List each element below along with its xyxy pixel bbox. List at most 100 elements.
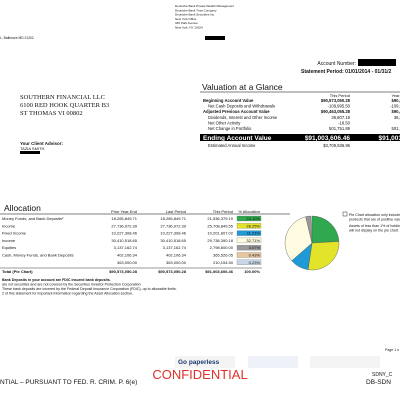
ending-value: $91,003,606.46 (305, 135, 351, 142)
ending-value: $91,003 (379, 135, 400, 142)
bank-line: Deutsche Bank Trust Company (175, 8, 217, 12)
logo-box (310, 356, 380, 368)
address-line: SOUTHERN FINANCIAL LLC (20, 94, 105, 101)
value: 27,736,972.39 (160, 223, 186, 228)
redaction (358, 59, 396, 66)
row-label: Net Cash Deposits and Withdrawals (208, 104, 275, 109)
pie-slice (305, 215, 313, 244)
pie-note: Assets of less than 1% of holdings (349, 224, 400, 228)
value: -109,9 (390, 104, 400, 109)
value: 0.23% (249, 260, 261, 265)
value: 28.25% (246, 223, 260, 228)
pie-chart (284, 215, 340, 271)
row-label: Net Change in Portfolio (208, 126, 252, 131)
value: 30,410,518.65 (160, 238, 186, 243)
bank-line: Deutsche Bank Securities Inc. (175, 13, 215, 17)
bank-line: 345 Park Avenue (175, 21, 198, 25)
swatch (236, 245, 262, 251)
total: $90,573,050.28 (158, 269, 187, 274)
value: $3,709,636.95 (323, 143, 350, 148)
pie-note: products that are of positive value. (349, 218, 400, 222)
footnote: Bank Deposits in your account are FDIC i… (2, 278, 111, 282)
swatch (236, 223, 262, 229)
row-label: Cash, Money Funds, and Bank Deposits (2, 253, 74, 258)
sender-address: L, Baltimore MD 21202 (0, 36, 34, 40)
pie-note: Pie Chart allocation only includes (349, 213, 400, 217)
page-number: Page 1 o (385, 348, 399, 352)
pie-slice (284, 216, 313, 262)
legend-box (342, 211, 348, 217)
value: 0.43% (249, 253, 261, 258)
column-header: Year-t (391, 93, 400, 98)
value: 210,154.50 (213, 260, 234, 265)
value: 365,526.05 (213, 253, 234, 258)
swatch (236, 215, 262, 222)
pie-note: will not display on the pie chart. (349, 229, 399, 233)
column-header: Last Period (166, 209, 186, 214)
column-header: This Period (213, 209, 233, 214)
value: $90,573,050.28 (321, 98, 351, 103)
pie-slice (311, 215, 340, 244)
total: 100.00% (244, 269, 260, 274)
account-label: Account Number: (317, 61, 356, 67)
value: 24.10% (246, 216, 260, 221)
swatch (236, 259, 262, 265)
confidential: CONFIDENTIAL (152, 367, 247, 382)
value: 32.71% (246, 238, 260, 243)
value: -109,995.50 (328, 104, 351, 109)
row-label: Income (2, 238, 16, 243)
value: $90,463,055.28 (321, 109, 351, 114)
address-line: 6100 RED HOOK QUARTER B3 (20, 102, 109, 109)
row-label: Net Other Activity (208, 120, 241, 125)
statement-period: Statement Period: 01/01/2014 - 01/31/2 (301, 69, 392, 75)
value: 3,137,162.74 (114, 245, 138, 250)
value: 402,106.34 (117, 253, 138, 258)
footnote: 2 of this statement for important inform… (2, 292, 133, 296)
value: 501,751.89 (329, 126, 351, 131)
column-header: Prior Year-End (111, 209, 137, 214)
value: -18.50 (338, 120, 351, 125)
row-label: Estimated Annual Income (208, 143, 256, 148)
redaction (205, 36, 225, 40)
advisor-label: Your Client Advisor: (20, 141, 64, 146)
logo-box (175, 356, 235, 368)
confidential-legend: NTIAL – PURSUANT TO FED. R. CRIM. P. 6(e… (0, 379, 137, 386)
value: 18,265,849.71 (160, 216, 186, 221)
allocation-title: Allocation (4, 203, 41, 213)
value: 3,137,162.74 (163, 245, 187, 250)
row-label: Beginning Account Value (203, 98, 254, 103)
valuation-title: Valuation at a Glance (202, 82, 283, 92)
value: 36,807.19 (331, 115, 350, 120)
value: 25,708,849.55 (207, 223, 233, 228)
bates-number: SDNY_C (372, 372, 393, 378)
value: 363,000.00 (166, 260, 187, 265)
bank-line: Deutsche Bank Private Wealth Management (175, 4, 234, 8)
row-label: Dividends, Interest and Other Income (208, 115, 278, 120)
total: $90,573,050.28 (109, 269, 138, 274)
value: 501,7 (392, 126, 400, 131)
value: 21,536,379.19 (207, 216, 233, 221)
total: Total (Pie Chart) (2, 269, 33, 274)
value: 27,736,972.39 (111, 223, 137, 228)
ending-label: Ending Account Value (203, 135, 272, 142)
row-label: Equities (2, 245, 16, 250)
footnote: are not securities and are not covered b… (2, 283, 141, 287)
value: 18,265,849.71 (111, 216, 137, 221)
redaction (20, 151, 40, 154)
bates-number: DB-SDN (366, 379, 391, 386)
bank-line: New York, NY 10154 (175, 26, 203, 30)
column-header: % Allocation (238, 209, 260, 214)
value: 10,227,308.46 (160, 231, 186, 236)
row-label: Income (2, 223, 16, 228)
swatch (236, 252, 262, 258)
value: $90,4 (392, 109, 400, 114)
pie-slice (307, 241, 340, 271)
value: 30,410,518.65 (111, 238, 137, 243)
value: $90,5 (392, 98, 400, 103)
row-label: Adjusted Previous Account Value (203, 109, 270, 114)
row-label: Money Funds, and Bank Deposits² (2, 216, 64, 221)
value: 29,738,390.18 (207, 238, 233, 243)
logo-box (248, 356, 298, 368)
row-label: Fixed Income (2, 231, 27, 236)
